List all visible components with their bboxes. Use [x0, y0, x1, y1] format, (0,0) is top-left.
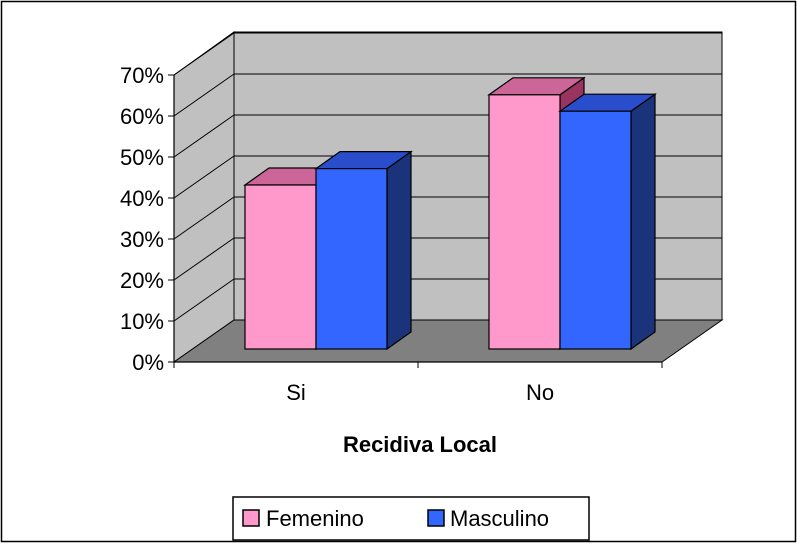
legend-swatch-femenino [242, 509, 260, 527]
legend: Femenino Masculino [232, 496, 590, 541]
gridline-side [173, 73, 235, 117]
bar-side [386, 150, 412, 351]
y-tick-label: 60% [120, 104, 164, 129]
bars [243, 76, 657, 351]
x-tick-label: Si [286, 380, 306, 405]
axes: 0% 10% 20% 30% 40% 50% 60% 70% Si No [120, 63, 663, 405]
legend-label-masculino: Masculino [450, 506, 549, 531]
bar-front [315, 168, 388, 350]
legend-box [232, 496, 590, 541]
bar-masculino-si [314, 150, 413, 351]
bar-front [244, 184, 317, 350]
y-tick-label: 50% [120, 145, 164, 170]
gridline-side [173, 32, 235, 76]
bar-front [488, 94, 561, 350]
gridline-side [173, 278, 235, 322]
bar-side [630, 93, 656, 351]
gridline-side [173, 196, 235, 240]
y-tick-label: 20% [120, 268, 164, 293]
gridline-side [173, 114, 235, 158]
bar-front [559, 110, 632, 350]
y-tick-label: 40% [120, 186, 164, 211]
x-tick-label: No [526, 380, 554, 405]
gridline-side [173, 237, 235, 281]
y-tick-label: 70% [120, 63, 164, 88]
y-tick-label: 10% [120, 309, 164, 334]
legend-label-femenino: Femenino [266, 506, 364, 531]
gridline-side [173, 155, 235, 199]
bar-masculino-no [558, 93, 657, 351]
y-tick-label: 30% [120, 227, 164, 252]
chart-side-wall [173, 31, 235, 363]
y-tick-label: 0% [132, 350, 164, 375]
x-axis-title: Recidiva Local [343, 432, 497, 457]
legend-swatch-masculino [427, 509, 445, 527]
